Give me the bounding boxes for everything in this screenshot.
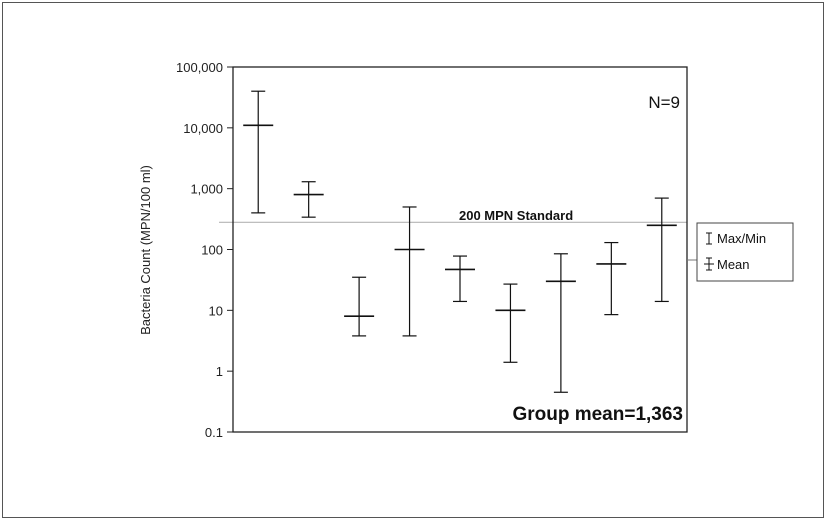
error-bar [293,181,324,218]
error-bar [445,255,475,303]
error-bar [545,253,576,393]
y-tick-label: 0.1 [205,425,223,440]
n-annotation: N=9 [648,93,680,112]
y-tick-label: 10 [209,303,223,318]
legend-label-maxmin: Max/Min [717,231,766,246]
error-bar [646,197,677,303]
y-tick-label: 100 [201,243,223,258]
y-tick-label: 1 [216,364,223,379]
error-bar [596,241,627,316]
group-mean-annotation: Group mean=1,363 [512,404,683,425]
y-axis-label: Bacteria Count (MPN/100 ml) [138,165,153,335]
error-bar [344,276,375,337]
standard-line-label: 200 MPN Standard [459,208,573,223]
y-tick-label: 100,000 [176,60,223,75]
error-bar [394,206,425,337]
plot-area [232,66,688,433]
y-tick-label: 10,000 [183,121,223,136]
legend-maxmin-icon [706,232,712,245]
error-bar [495,283,526,363]
legend: Max/Min Mean [687,222,794,282]
legend-mean-icon [704,257,714,271]
legend-box [696,222,794,282]
error-bar [243,90,274,214]
legend-label-mean: Mean [717,257,750,272]
y-tick-label: 1,000 [190,182,223,197]
